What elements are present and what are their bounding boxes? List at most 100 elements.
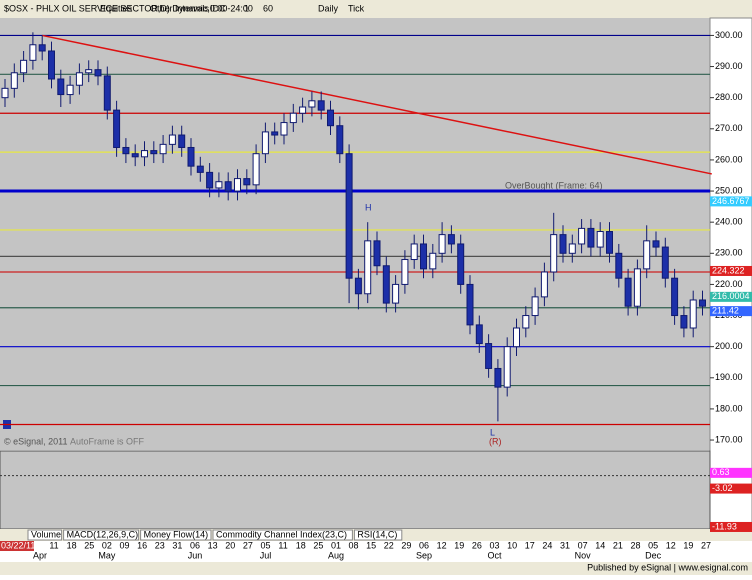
candle-body (317, 100, 325, 111)
tab[interactable] (63, 529, 140, 541)
toolbar-item[interactable]: Tick (348, 3, 365, 13)
x-tick-label: 21 (613, 540, 623, 550)
candle-body (308, 100, 316, 108)
candle-body (559, 234, 567, 254)
lower-plot (0, 450, 711, 530)
candle-body (38, 44, 46, 52)
y-tick-label: 180.00 (715, 403, 743, 413)
toolbar-item[interactable]: 60 (263, 3, 273, 13)
osc-tag (710, 467, 752, 478)
candle-body (243, 178, 251, 186)
candle-body (131, 153, 139, 158)
candle-body (624, 277, 632, 307)
toolbar-item[interactable]: 1 (244, 3, 249, 13)
candle-body (29, 44, 37, 61)
candle-body (494, 367, 502, 388)
candle-body (196, 165, 204, 173)
candle-body (141, 150, 148, 158)
toolbar-item[interactable]: IDC (210, 3, 226, 13)
x-tick-label: 10 (507, 540, 517, 550)
x-tick-label: 13 (208, 540, 218, 550)
y-tick-label: 270.00 (715, 123, 743, 133)
osc-tag-label: -3.02 (712, 483, 733, 493)
candle-body (568, 243, 576, 254)
candle-body (466, 283, 474, 326)
tab-label[interactable]: Commodity Channel Index(23,C) (216, 529, 347, 539)
tab[interactable] (353, 529, 403, 541)
x-tick-label: 22 (384, 540, 394, 550)
month-label: Aug (328, 550, 344, 560)
candle-body (420, 243, 427, 270)
tab[interactable] (140, 529, 212, 541)
candle-body (438, 234, 446, 254)
candle-body (410, 243, 418, 261)
price-tag (710, 196, 752, 207)
x-tick-label: 02 (102, 540, 112, 550)
candle-body (280, 122, 288, 136)
y-tick-label: 260.00 (715, 154, 743, 164)
candle-body (550, 234, 558, 273)
y-tick-label: 230.00 (715, 248, 743, 258)
candle-body (271, 131, 279, 136)
x-tick-label: 27 (243, 540, 253, 550)
y-tick-label: 170.00 (715, 434, 743, 444)
y-tick-label: 240.00 (715, 217, 743, 227)
price-tag (710, 265, 752, 276)
month-label: Sep (416, 550, 432, 560)
candle-body (94, 69, 102, 77)
y-tick-label: 280.00 (715, 92, 743, 102)
candle-body (336, 125, 344, 155)
tab-label[interactable]: MACD(12,26,9,C) (67, 529, 139, 539)
status-bar (0, 562, 752, 575)
x-tick-label: 11 (278, 540, 287, 550)
y-tick-label: 190.00 (715, 372, 743, 382)
candle-body (187, 146, 195, 167)
candle-body (178, 134, 186, 148)
candle-body (150, 150, 158, 155)
candle-body (168, 134, 176, 145)
tab[interactable] (212, 529, 353, 541)
y-tick-label: 290.00 (715, 61, 743, 71)
candle-body (373, 240, 381, 267)
toolbar-item[interactable]: Other Intervals (150, 3, 210, 13)
candle-body (661, 246, 669, 279)
candle-body (299, 106, 307, 114)
candle-body (57, 78, 65, 96)
tab-label[interactable]: Volume (31, 529, 61, 539)
candle-body (475, 324, 483, 345)
candle-body (1, 87, 9, 99)
x-tick-label: 31 (560, 540, 570, 550)
candle-body (364, 240, 372, 295)
candle-body (215, 181, 223, 189)
x-tick-label: 12 (437, 540, 447, 550)
price-tag (710, 306, 752, 317)
tab-label[interactable]: Money Flow(14) (144, 529, 209, 539)
candle-body (20, 59, 28, 74)
x-tick-label: 06 (190, 540, 200, 550)
overbought-note: OverBought (Frame: 64) (505, 180, 603, 190)
candle-body (531, 296, 539, 317)
footer: Published by eSignal | www.esignal.com (587, 562, 748, 572)
x-tick-label: 09 (119, 540, 129, 550)
candle-body (457, 243, 465, 285)
x-tick-label: 06 (419, 540, 429, 550)
x-tick-label: 17 (525, 540, 535, 550)
candle-body (159, 143, 167, 155)
toolbar-item[interactable]: Equities (100, 3, 133, 13)
toolbar (0, 0, 752, 18)
x-tick-label: 20 (225, 540, 235, 550)
candle-body (103, 75, 111, 111)
tab-label[interactable]: RSI(14,C) (357, 529, 397, 539)
candle-body (633, 268, 641, 307)
y-tick-label: 200.00 (715, 341, 743, 351)
month-label: Nov (575, 550, 592, 560)
candle-body (327, 109, 334, 127)
toolbar-item[interactable]: Daily (318, 3, 339, 13)
price-tag-label: 216.0004 (712, 291, 750, 301)
candle-body (224, 181, 232, 192)
month-label: Jul (260, 550, 272, 560)
tab[interactable] (27, 529, 63, 541)
x-tick-label: 27 (701, 540, 711, 550)
